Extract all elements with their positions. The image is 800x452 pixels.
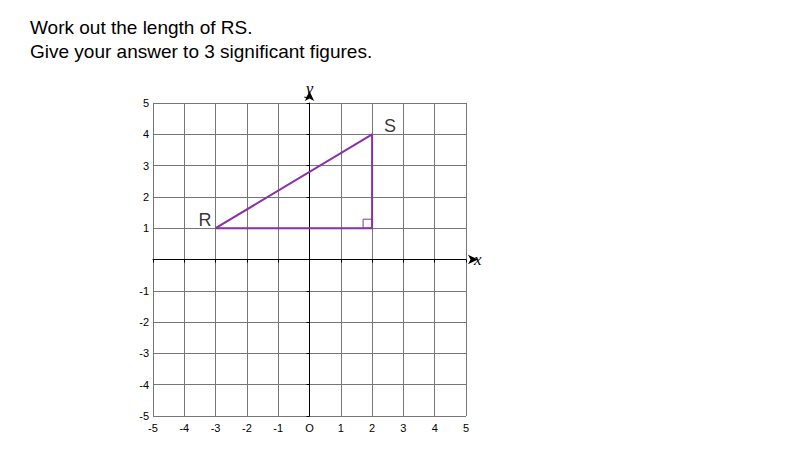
svg-text:x: x	[474, 250, 482, 269]
svg-text:-4: -4	[179, 422, 189, 434]
svg-text:R: R	[199, 210, 212, 230]
svg-text:5: 5	[463, 422, 469, 434]
svg-text:Work out the length of RS.: Work out the length of RS.	[30, 17, 253, 38]
svg-text:-5: -5	[148, 422, 158, 434]
svg-text:5: 5	[143, 97, 149, 109]
svg-text:Give your answer to 3 signific: Give your answer to 3 significant figure…	[30, 41, 372, 62]
svg-text:1: 1	[338, 422, 344, 434]
svg-text:3: 3	[143, 160, 149, 172]
svg-text:1: 1	[143, 222, 149, 234]
svg-text:-3: -3	[211, 422, 221, 434]
svg-text:-2: -2	[242, 422, 252, 434]
svg-text:-3: -3	[139, 347, 149, 359]
svg-text:3: 3	[400, 422, 406, 434]
svg-text:-2: -2	[139, 316, 149, 328]
svg-text:-5: -5	[139, 410, 149, 422]
svg-text:2: 2	[369, 422, 375, 434]
svg-text:S: S	[384, 116, 396, 136]
svg-text:2: 2	[143, 191, 149, 203]
svg-text:-4: -4	[139, 379, 149, 391]
svg-text:4: 4	[143, 128, 149, 140]
svg-text:y: y	[305, 79, 314, 98]
svg-text:-1: -1	[273, 422, 283, 434]
svg-text:4: 4	[432, 422, 438, 434]
svg-text:O: O	[305, 422, 314, 434]
svg-text:-1: -1	[139, 285, 149, 297]
